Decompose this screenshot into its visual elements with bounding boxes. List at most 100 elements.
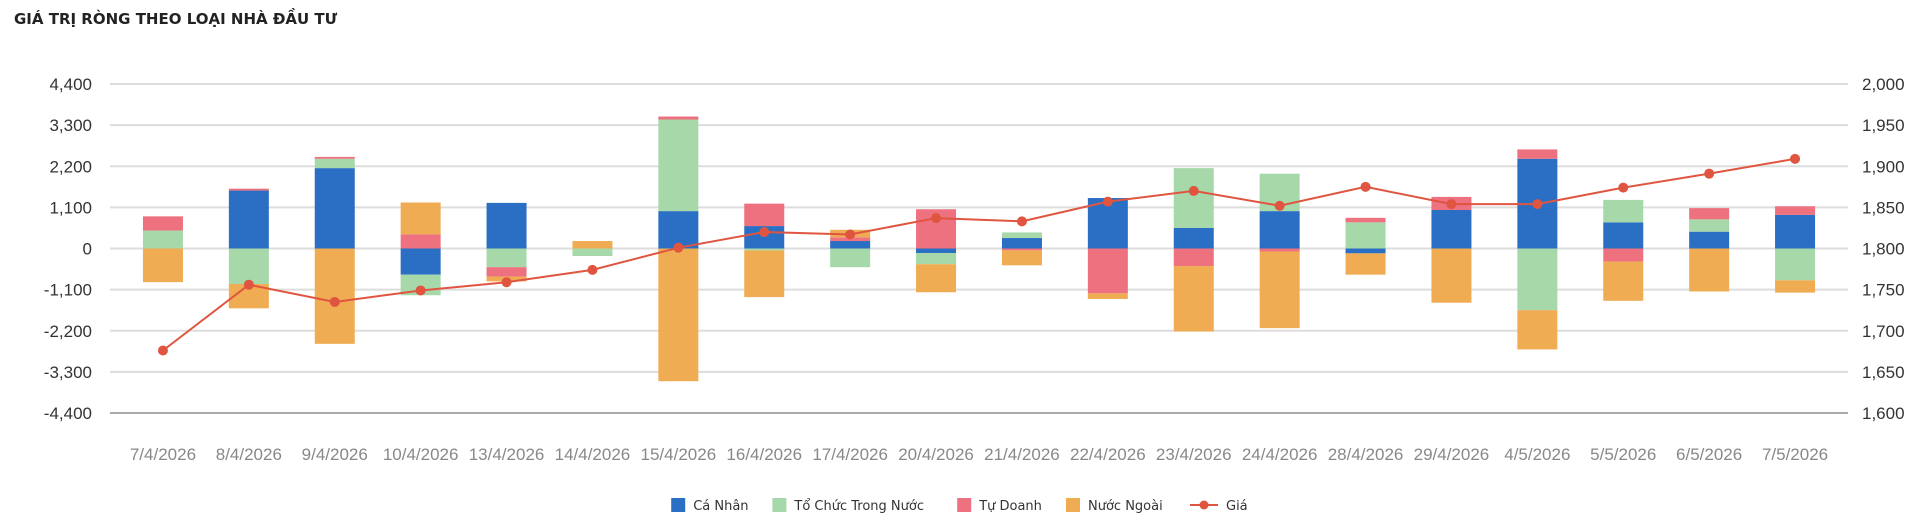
bar-segment[interactable] bbox=[142, 248, 183, 283]
bar-segment[interactable] bbox=[916, 264, 957, 293]
bar-segment[interactable] bbox=[1603, 261, 1644, 301]
price-point[interactable] bbox=[845, 229, 856, 240]
bar-segment[interactable] bbox=[1001, 248, 1042, 251]
bar-segment[interactable] bbox=[1345, 253, 1386, 275]
bar-segment[interactable] bbox=[1775, 248, 1816, 281]
price-point[interactable] bbox=[673, 242, 684, 253]
bar-segment[interactable] bbox=[1087, 293, 1128, 299]
bar-segment[interactable] bbox=[1173, 168, 1214, 228]
bar-segment[interactable] bbox=[1345, 248, 1386, 254]
price-point[interactable] bbox=[501, 277, 512, 288]
price-point[interactable] bbox=[931, 213, 942, 224]
price-point[interactable] bbox=[1618, 182, 1629, 193]
bar-segment[interactable] bbox=[658, 211, 699, 249]
bar-segment[interactable] bbox=[1173, 266, 1214, 332]
price-point[interactable] bbox=[1360, 181, 1371, 192]
legend-item[interactable]: Cá Nhân bbox=[671, 498, 749, 514]
legend-item[interactable]: Giá bbox=[1190, 499, 1248, 514]
bar-segment[interactable] bbox=[142, 216, 183, 231]
bar-segment[interactable] bbox=[1259, 251, 1300, 329]
bar-segment[interactable] bbox=[1173, 227, 1214, 249]
bar-segment[interactable] bbox=[1173, 248, 1214, 267]
y-right-tick-label: 1,600 bbox=[1862, 404, 1905, 423]
bar-segment[interactable] bbox=[400, 248, 441, 275]
bar-segment[interactable] bbox=[916, 248, 957, 253]
price-point[interactable] bbox=[1704, 168, 1715, 179]
price-point[interactable] bbox=[1274, 200, 1285, 211]
price-point[interactable] bbox=[415, 285, 426, 296]
bar-segment[interactable] bbox=[1001, 232, 1042, 239]
legend-label: Nước Ngoài bbox=[1088, 499, 1163, 514]
bar-segment[interactable] bbox=[1689, 219, 1730, 232]
bar-segment[interactable] bbox=[1775, 206, 1816, 215]
bar-segment[interactable] bbox=[228, 188, 269, 191]
bar-segment[interactable] bbox=[1431, 209, 1472, 249]
price-point[interactable] bbox=[329, 296, 340, 307]
bar-segment[interactable] bbox=[314, 158, 355, 169]
x-tick-label: 23/4/2026 bbox=[1156, 445, 1232, 464]
bar-segment[interactable] bbox=[1689, 248, 1730, 292]
bar-segment[interactable] bbox=[1775, 214, 1816, 249]
bar-segment[interactable] bbox=[1517, 310, 1558, 350]
price-point[interactable] bbox=[1790, 153, 1801, 164]
price-point[interactable] bbox=[1532, 199, 1543, 210]
bar-segment[interactable] bbox=[314, 168, 355, 249]
y-axis-right: 2,000 1,950 1,900 1,850 1,800 1,750 1,700 1,650… bbox=[1862, 75, 1905, 423]
price-point[interactable] bbox=[243, 279, 254, 290]
price-point[interactable] bbox=[1446, 199, 1457, 210]
bar-segment[interactable] bbox=[744, 250, 785, 298]
price-point[interactable] bbox=[759, 227, 770, 238]
bar-segment[interactable] bbox=[1775, 280, 1816, 293]
bar-segment[interactable] bbox=[1001, 238, 1042, 249]
bar-segment[interactable] bbox=[1345, 217, 1386, 223]
legend-item[interactable]: Tổ Chức Trong Nước bbox=[772, 498, 924, 514]
bar-segment[interactable] bbox=[1689, 208, 1730, 220]
bar-segment[interactable] bbox=[1689, 231, 1730, 249]
bar-segment[interactable] bbox=[314, 248, 355, 344]
bar-segment[interactable] bbox=[1345, 222, 1386, 249]
bar-segment[interactable] bbox=[830, 248, 871, 268]
price-point[interactable] bbox=[157, 345, 168, 356]
bar-segment[interactable] bbox=[228, 248, 269, 285]
bar-segment[interactable] bbox=[572, 241, 613, 249]
bar-segment[interactable] bbox=[400, 202, 441, 235]
bars-layer bbox=[142, 116, 1816, 382]
bar-segment[interactable] bbox=[1603, 248, 1644, 262]
legend-item[interactable]: Tự Doanh bbox=[957, 498, 1042, 514]
bar-segment[interactable] bbox=[142, 230, 183, 249]
price-point[interactable] bbox=[587, 264, 598, 275]
legend-item[interactable]: Nước Ngoài bbox=[1066, 498, 1163, 514]
bar-segment[interactable] bbox=[658, 116, 699, 120]
bar-segment[interactable] bbox=[486, 248, 527, 268]
bar-segment[interactable] bbox=[314, 156, 355, 159]
x-tick-label: 14/4/2026 bbox=[555, 445, 631, 464]
bar-segment[interactable] bbox=[1517, 248, 1558, 311]
bar-segment[interactable] bbox=[486, 202, 527, 249]
price-point[interactable] bbox=[1188, 185, 1199, 196]
bar-segment[interactable] bbox=[1603, 199, 1644, 223]
bar-segment[interactable] bbox=[486, 267, 527, 277]
x-tick-label: 6/5/2026 bbox=[1676, 445, 1742, 464]
legend[interactable]: Cá Nhân Tổ Chức Trong Nước Tự Doanh Nước Ng… bbox=[671, 498, 1248, 514]
bar-segment[interactable] bbox=[1259, 248, 1300, 252]
bar-segment[interactable] bbox=[1087, 248, 1128, 294]
bar-segment[interactable] bbox=[1001, 250, 1042, 266]
x-tick-label: 22/4/2026 bbox=[1070, 445, 1146, 464]
bar-segment[interactable] bbox=[400, 234, 441, 249]
bar-segment[interactable] bbox=[658, 119, 699, 212]
legend-swatch bbox=[957, 498, 972, 512]
bar-segment[interactable] bbox=[658, 248, 699, 382]
bar-segment[interactable] bbox=[1431, 248, 1472, 303]
bar-segment[interactable] bbox=[744, 203, 785, 227]
bar-segment[interactable] bbox=[916, 252, 957, 265]
bar-segment[interactable] bbox=[830, 241, 871, 249]
bar-segment[interactable] bbox=[228, 190, 269, 249]
bar-segment[interactable] bbox=[1517, 149, 1558, 159]
bar-segment[interactable] bbox=[1603, 222, 1644, 249]
bar-segment[interactable] bbox=[1259, 211, 1300, 249]
bar-segment[interactable] bbox=[744, 248, 785, 251]
bar-segment[interactable] bbox=[572, 248, 613, 256]
x-tick-label: 4/5/2026 bbox=[1504, 445, 1570, 464]
price-point[interactable] bbox=[1016, 216, 1027, 227]
price-point[interactable] bbox=[1102, 196, 1113, 207]
